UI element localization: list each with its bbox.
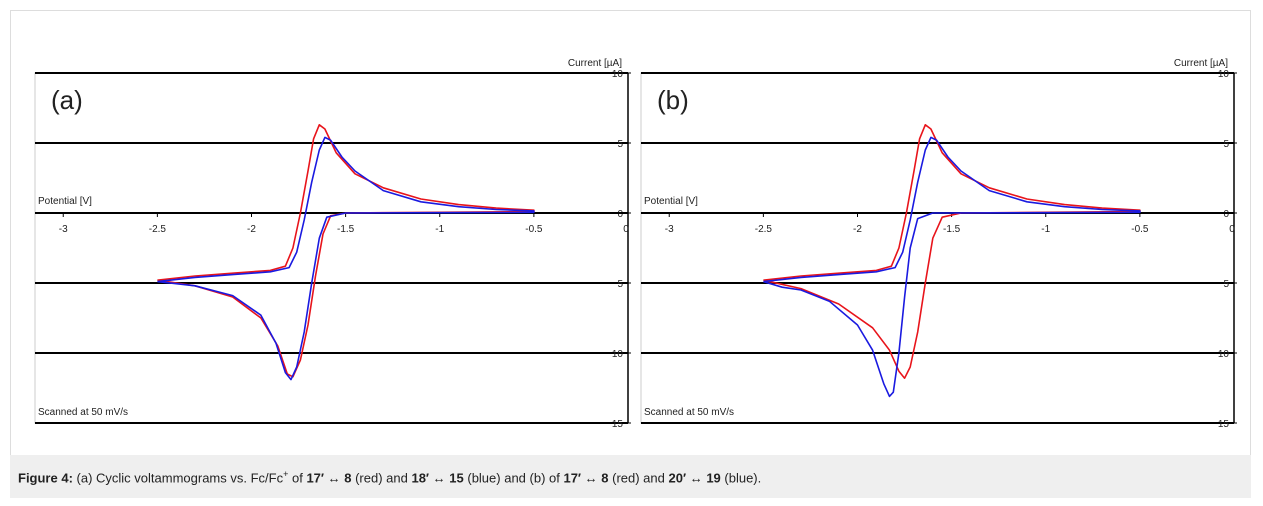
x-tick-label: -3: [59, 224, 68, 235]
y-tick-label: 5: [617, 139, 623, 150]
x-tick-label: -2.5: [755, 224, 773, 235]
caption-text: (a) Cyclic voltammograms vs. Fc/Fc: [72, 470, 284, 486]
caption-text: 8: [601, 470, 609, 486]
cv-curve: [763, 124, 1141, 379]
x-tick-label: -1: [435, 224, 444, 235]
caption-text: ↔: [581, 470, 602, 486]
caption-text: ↔: [686, 470, 707, 486]
x-tick-label: -2: [247, 224, 256, 235]
y-tick-label: 5: [1223, 139, 1229, 150]
plot-frame: [640, 72, 1235, 424]
charts: 10 5 0 5 10 15 -3 -2.5 -2 -1.5 -1 -0.5 0 Current [µA]…: [34, 58, 1237, 430]
caption-text: (red) and: [351, 470, 412, 486]
y-axis-label: Current [µA]: [568, 58, 622, 69]
caption-text: Figure 4:: [18, 470, 73, 486]
panel-label: (a): [51, 85, 83, 115]
caption-text: of: [288, 470, 307, 486]
cv-curve: [157, 136, 535, 381]
x-tick-label: -3: [665, 224, 674, 235]
caption-text: 17′: [306, 470, 325, 486]
y-axis-label: Current [µA]: [1174, 58, 1228, 69]
caption-text: 19: [706, 470, 721, 486]
annotation: Scanned at 50 mV/s: [38, 407, 128, 418]
caption-text: ↔: [324, 470, 345, 486]
caption-text: 15: [449, 470, 464, 486]
caption-text: 8: [344, 470, 352, 486]
caption-text: 17′: [563, 470, 582, 486]
x-tick-label: -1.5: [943, 224, 961, 235]
x-tick-label: -0.5: [1131, 224, 1149, 235]
cv-curve: [157, 124, 535, 378]
y-tick-label: 5: [1223, 279, 1229, 290]
x-axis-label: Potential [V]: [38, 196, 92, 207]
y-tick-label: 10: [1218, 69, 1230, 80]
caption-text: 20′: [668, 470, 687, 486]
panel-label: (b): [657, 85, 689, 115]
x-tick-label: -2.5: [149, 224, 167, 235]
y-tick-label: 10: [612, 349, 624, 360]
y-tick-label: 15: [612, 419, 624, 430]
x-tick-label: -2: [853, 224, 862, 235]
annotation: Scanned at 50 mV/s: [644, 407, 734, 418]
x-tick-label: 0: [623, 224, 629, 235]
caption-text: ↔: [429, 470, 450, 486]
x-tick-label: -1: [1041, 224, 1050, 235]
y-tick-label: 0: [1223, 209, 1229, 220]
caption-text: (blue).: [720, 470, 762, 486]
caption-text: (red) and: [608, 470, 669, 486]
x-tick-label: -0.5: [525, 224, 543, 235]
cv-curve: [763, 136, 1141, 398]
y-tick-label: 0: [617, 209, 623, 220]
x-tick-label: -1.5: [337, 224, 355, 235]
x-axis-label: Potential [V]: [644, 196, 698, 207]
x-tick-label: 0: [1229, 224, 1235, 235]
y-tick-label: 5: [617, 279, 623, 290]
y-tick-label: 10: [612, 69, 624, 80]
y-tick-label: 10: [1218, 349, 1230, 360]
caption-text: 18′: [411, 470, 430, 486]
caption-text: (blue) and (b) of: [463, 470, 564, 486]
caption: Figure 4: (a) Cyclic voltammograms vs. F…: [10, 455, 1251, 498]
plot-frame: [34, 72, 629, 424]
caption-text: +: [283, 469, 289, 479]
y-tick-label: 15: [1218, 419, 1230, 430]
